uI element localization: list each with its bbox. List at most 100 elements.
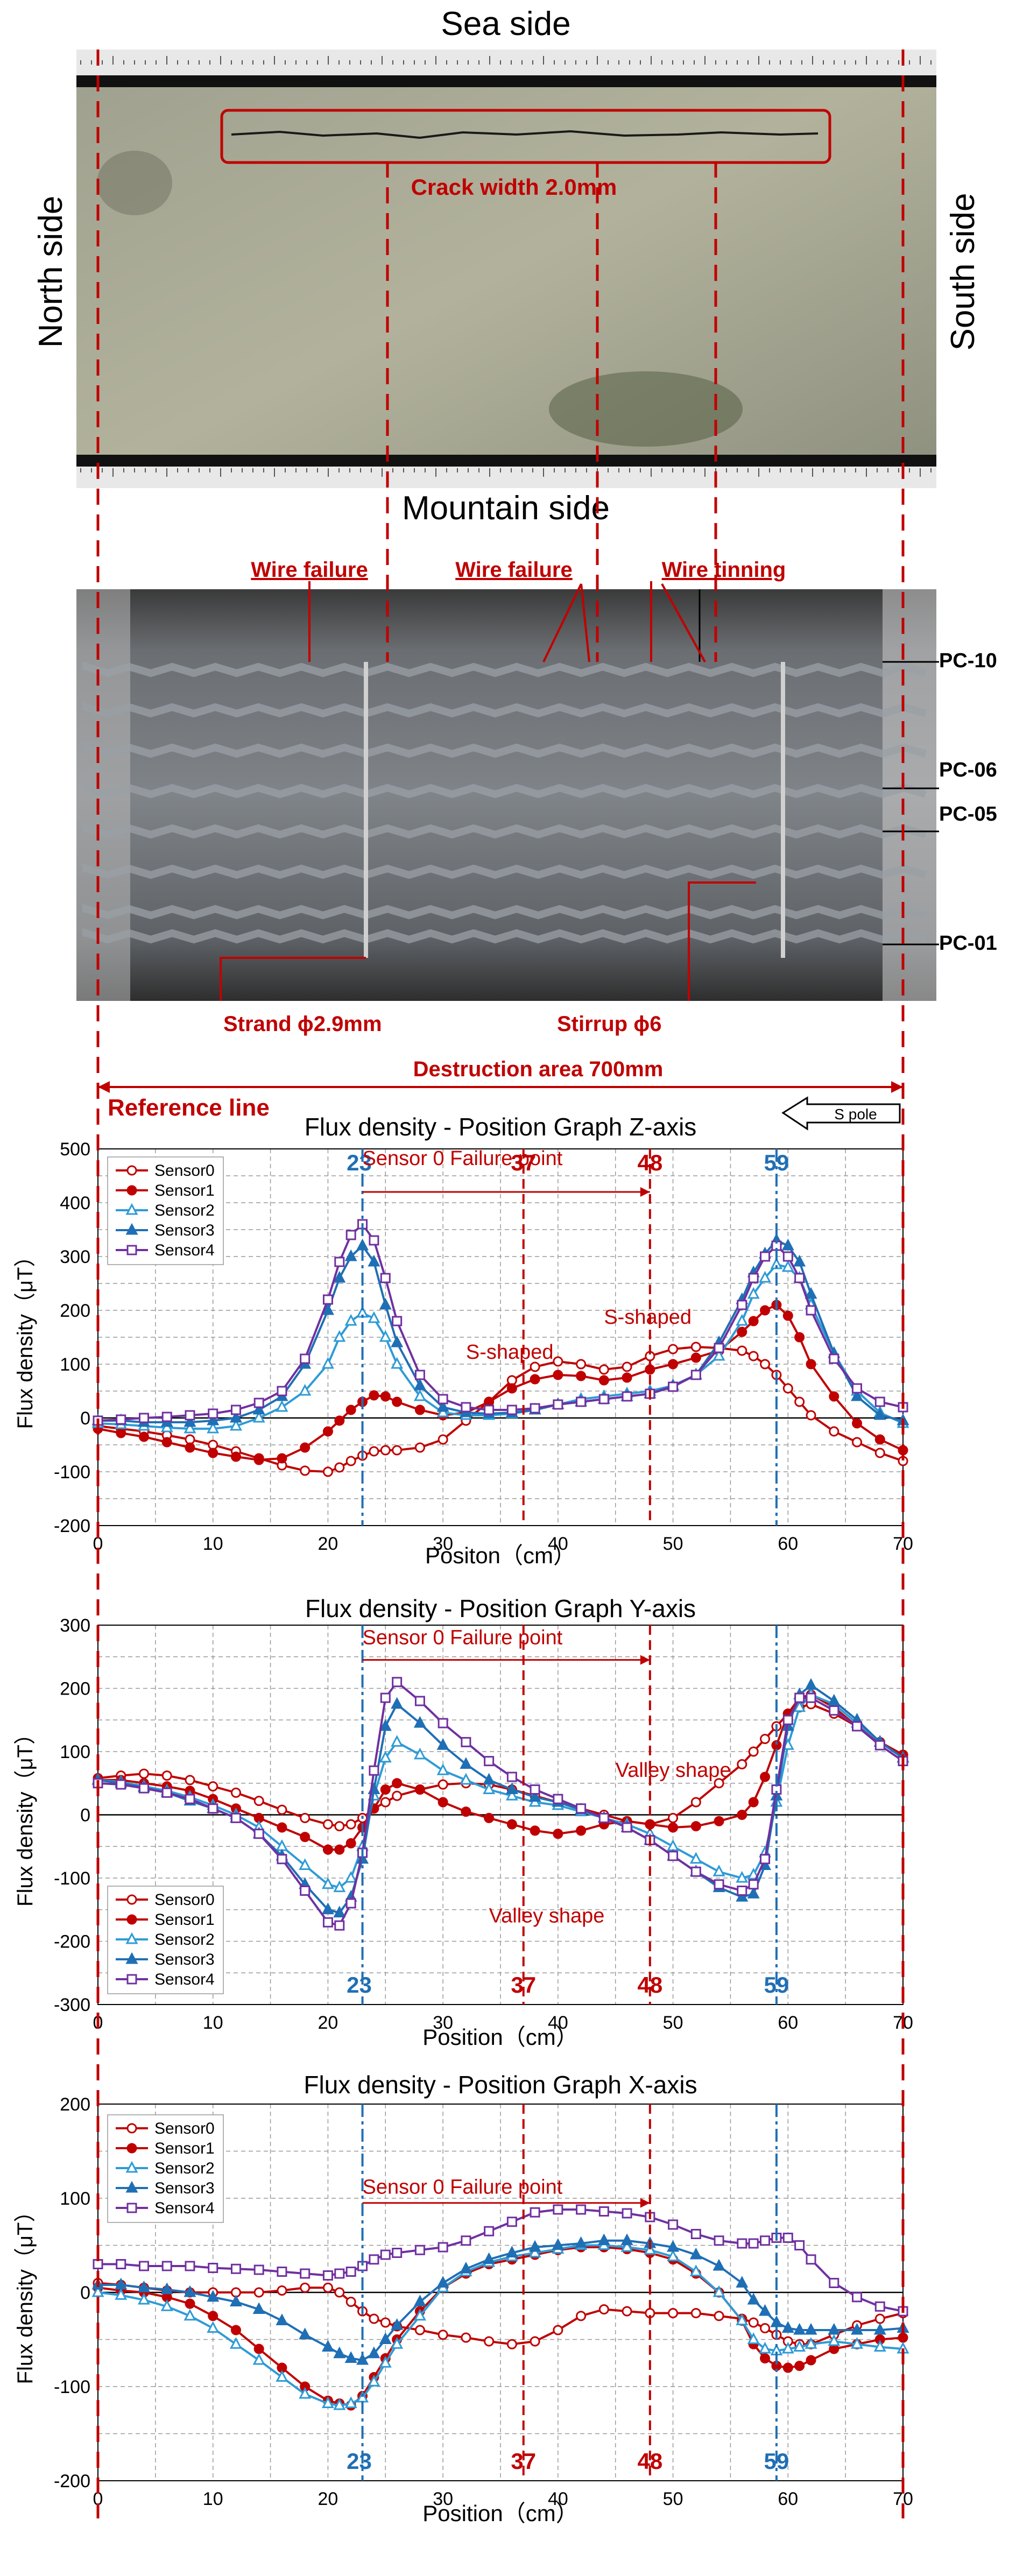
data-point: [736, 1890, 749, 1902]
data-point: [748, 1879, 759, 1890]
legend-label: Sensor4: [154, 1241, 215, 1259]
data-point: [806, 1305, 816, 1316]
data-point: [380, 1391, 391, 1402]
data-point: [438, 2330, 448, 2340]
data-point: [759, 1271, 772, 1283]
y-tick-label: 200: [60, 2094, 90, 2115]
y-tick-label: -100: [54, 2377, 90, 2397]
data-point: [208, 2311, 218, 2321]
chart-annotation: Sensor 0 Failure point: [363, 1626, 563, 1649]
data-point: [333, 2346, 346, 2359]
chart-annotation: S-shaped: [466, 1341, 554, 1364]
data-point: [760, 2323, 771, 2333]
data-point: [380, 1784, 391, 1795]
x-axis-label: Positon（cm）: [425, 1543, 576, 1568]
data-point: [137, 2281, 150, 2292]
legend-label: Sensor4: [154, 1971, 215, 1988]
data-point: [576, 1825, 587, 1836]
y-tick-label: -200: [54, 2471, 90, 2492]
x-tick-label: 30: [433, 2489, 453, 2509]
data-point: [689, 2264, 702, 2276]
legend-label: Sensor1: [154, 1182, 215, 1199]
legend-label: Sensor1: [154, 1911, 215, 1929]
data-point: [185, 1794, 195, 1804]
data-point: [334, 1821, 345, 1832]
data-point: [413, 1389, 426, 1401]
data-point: [369, 1390, 379, 1401]
data-point: [690, 1352, 701, 1363]
data-point: [668, 2308, 679, 2318]
x-tick-label: 60: [778, 1534, 798, 1554]
data-point: [392, 1316, 403, 1326]
data-point: [333, 1330, 346, 1342]
data-point: [321, 2396, 334, 2408]
data-point: [874, 2301, 885, 2312]
data-point: [436, 1763, 449, 1775]
data-point: [160, 2282, 173, 2295]
data-point: [748, 1273, 759, 1283]
x-tick-label: 40: [548, 1534, 568, 1554]
data-point: [528, 1790, 541, 1802]
data-point: [737, 1886, 747, 1896]
chart-annotation: S-shaped: [604, 1306, 692, 1329]
data-point: [300, 2268, 311, 2279]
data-point: [185, 1410, 195, 1421]
data-point: [138, 1413, 149, 1423]
data-point: [413, 2295, 426, 2306]
data-point: [229, 1418, 242, 1431]
data-point: [668, 1344, 679, 1354]
data-point: [530, 1374, 540, 1385]
data-point: [368, 1311, 380, 1323]
data-point: [300, 1465, 311, 1476]
data-point: [185, 2298, 195, 2309]
data-point: [115, 2288, 128, 2300]
data-point: [369, 2313, 379, 2324]
data-point: [828, 2323, 841, 2335]
data-point: [736, 2276, 749, 2288]
data-point: [748, 2317, 759, 2328]
data-point: [737, 1345, 747, 1356]
marker-label: 37: [511, 1150, 536, 1175]
data-point: [380, 2317, 391, 2328]
data-point: [299, 1384, 312, 1396]
data-point: [760, 1359, 771, 1370]
data-point: [668, 2219, 679, 2230]
data-point: [321, 2340, 334, 2352]
data-point: [368, 2375, 380, 2387]
data-point: [794, 1273, 805, 1283]
data-point: [208, 1408, 218, 1419]
data-point: [299, 2327, 312, 2340]
y-tick-label: 0: [80, 1805, 90, 1826]
data-point: [829, 1391, 839, 1402]
y-tick-label: 300: [60, 1247, 90, 1267]
data-point: [805, 2337, 817, 2349]
x-tick-label: 10: [203, 1534, 223, 1554]
data-point: [748, 1316, 759, 1326]
data-point: [369, 1235, 379, 1246]
data-point: [506, 1405, 517, 1415]
x-tick-label: 10: [203, 2489, 223, 2509]
data-point: [576, 1803, 587, 1814]
data-point: [379, 1751, 392, 1763]
series-sensor4: [93, 1219, 908, 1426]
marker-label: 59: [764, 1150, 789, 1175]
data-point: [138, 2261, 149, 2271]
y-tick-label: 100: [60, 1354, 90, 1375]
data-point: [852, 1721, 863, 1732]
data-point: [782, 1310, 793, 1321]
data-point: [689, 1852, 702, 1864]
data-point: [829, 1353, 839, 1364]
data-point: [229, 2337, 242, 2349]
chart-title: Flux density - Position Graph X-axis: [304, 2071, 697, 2099]
data-point: [576, 1371, 587, 1381]
marker-label: 23: [347, 1150, 372, 1175]
data-point: [794, 2240, 805, 2250]
data-point: [576, 1359, 587, 1370]
data-point: [369, 2254, 379, 2265]
data-point: [185, 1442, 195, 1453]
x-tick-label: 40: [548, 2013, 568, 2033]
pc-10-label: PC-10: [939, 650, 997, 672]
legend-label: Sensor4: [154, 2199, 215, 2217]
data-point: [506, 2339, 517, 2349]
